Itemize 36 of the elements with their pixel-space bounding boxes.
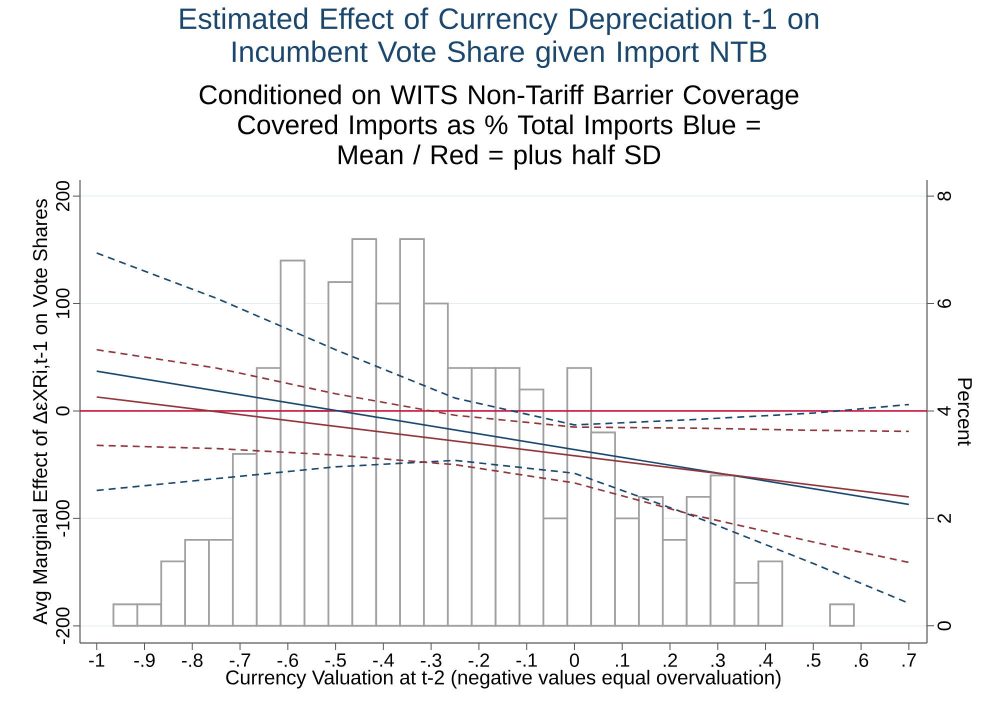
line-series: [96, 444, 910, 564]
x-tick-label: -.6: [278, 654, 298, 667]
y-tick-label: -100: [56, 500, 70, 537]
x-tick-label: -.7: [230, 654, 250, 667]
x-tick-label: 0: [570, 654, 579, 667]
chart-subtitle: Conditioned on WITS Non-Tariff Barrier Coverage Covered Imports as % Total Imports Blue = Mean / Red = plus half SD: [200, 84, 798, 170]
x-tick-label: .1: [616, 654, 630, 667]
y2-tick-label: 4: [938, 406, 951, 416]
x-tick-label: -.4: [373, 654, 394, 667]
y2-tick-label: 8: [938, 192, 951, 201]
x-tick-label: .7: [902, 654, 916, 667]
x-tick-label: .3: [712, 654, 725, 667]
x-tick-label: -.1: [516, 654, 537, 667]
y-axis-title: Avg Marginal Effect of ΔεXRi,t-1 on Vote Shares: [32, 199, 52, 625]
line-series: [96, 252, 910, 426]
x-tick-label: -.3: [420, 654, 442, 667]
y-tick-label: 200: [56, 181, 70, 212]
y2-tick-label: 0: [938, 621, 951, 630]
x-tick-label: .6: [854, 654, 868, 667]
x-axis-title: Currency Valuation at t-2 (negative values equal overvaluation): [226, 670, 780, 688]
line-series: [96, 348, 910, 432]
y-tick-label: 100: [56, 288, 70, 318]
y2-tick-label: 6: [938, 299, 951, 308]
x-tick-label: -1: [89, 654, 104, 667]
y2-tick-label: 2: [938, 514, 951, 523]
x-tick-label: -.2: [468, 654, 490, 667]
x-tick-label: -.5: [325, 654, 346, 667]
x-tick-label: .4: [759, 654, 773, 667]
y-tick-label: 0: [56, 406, 70, 416]
y2-axis-title: Percent: [958, 378, 972, 446]
x-tick-label: .5: [807, 654, 820, 667]
y-tick-label: -200: [56, 608, 70, 644]
x-tick-label: -.8: [182, 654, 203, 667]
chart-title: Estimated Effect of Currency Depreciation t-1 on Incumbent Vote Share given Import NTB: [180, 8, 818, 68]
x-tick-label: -.9: [134, 654, 155, 667]
x-tick-label: .2: [664, 654, 677, 667]
